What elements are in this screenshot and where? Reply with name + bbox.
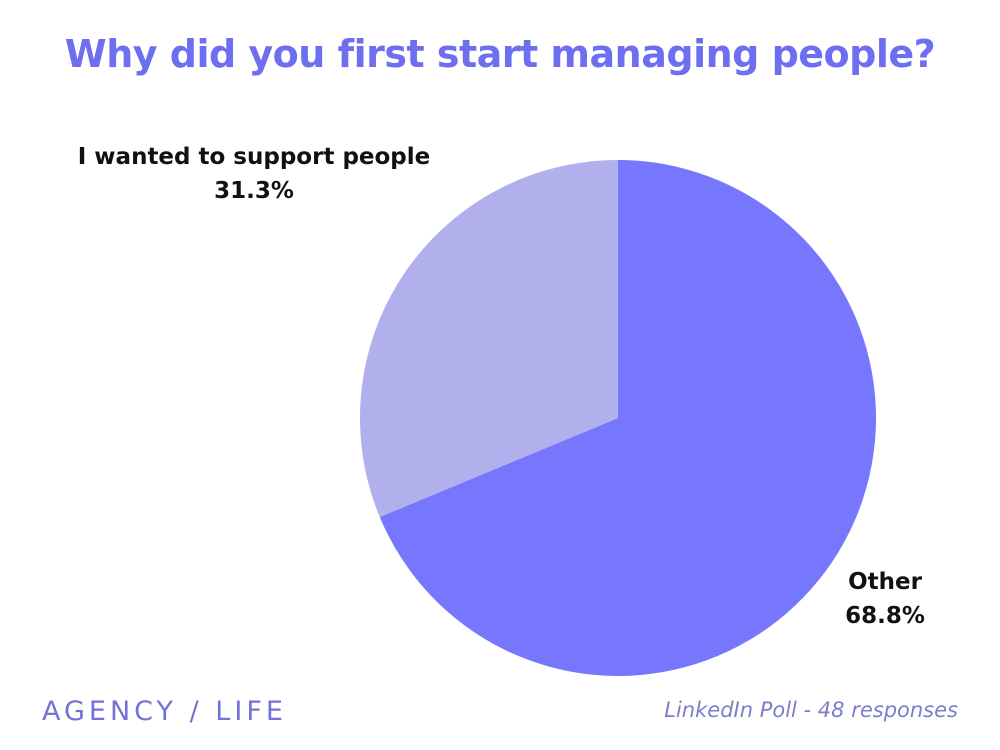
slice-label-support: I wanted to support people 31.3% <box>54 140 454 208</box>
slice-label-other: Other 68.8% <box>820 565 950 633</box>
slice-label-other-name: Other <box>848 569 922 595</box>
pie-slice-i-wanted-to-support-people <box>359 160 618 518</box>
slice-label-support-name: I wanted to support people <box>77 144 431 170</box>
slice-label-other-value: 68.8% <box>845 603 925 629</box>
source-note: LinkedIn Poll - 48 responses <box>664 698 958 722</box>
slice-label-support-value: 31.3% <box>214 178 294 204</box>
pie-slice-other <box>379 160 876 676</box>
chart-title: Why did you first start managing people? <box>64 32 936 76</box>
brand-logo-text: AGENCY / LIFE <box>42 696 287 727</box>
